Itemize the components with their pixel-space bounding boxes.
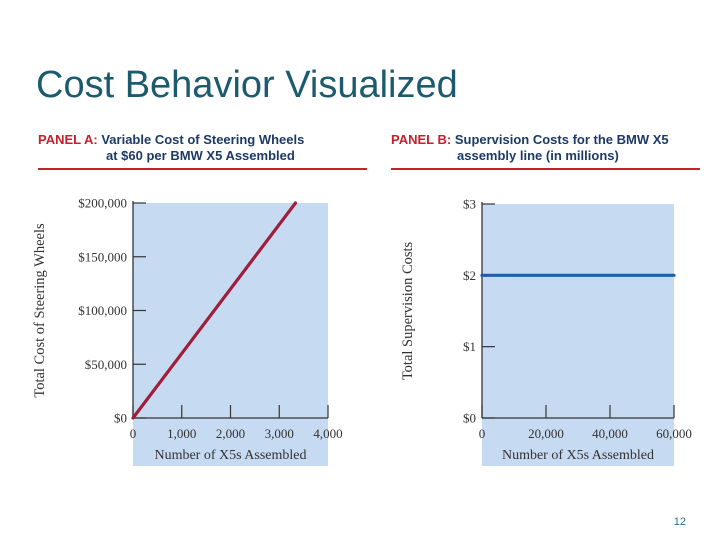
chart-a-y-axis-label: Total Cost of Steering Wheels: [32, 223, 48, 398]
chart-a-x-tick-label: 0: [130, 426, 137, 441]
chart-b-y-tick-label: $3: [463, 197, 476, 212]
chart-a-x-tick-label: 4,000: [313, 426, 342, 441]
chart-a-x-tick-label: 3,000: [265, 426, 294, 441]
chart-b-x-tick-label: 20,000: [528, 426, 564, 441]
panel-a-rule: [38, 168, 367, 170]
panel-b-heading: PANEL B: Supervision Costs for the BMW X…: [391, 132, 669, 164]
panel-b-heading-line2: assembly line (in millions): [457, 148, 619, 163]
chart-a-y-tick-label: $100,000: [78, 303, 127, 318]
chart-b-y-tick-label: $0: [463, 411, 476, 426]
panel-a-heading-line2: at $60 per BMW X5 Assembled: [106, 148, 295, 163]
chart-a-y-tick-label: $200,000: [78, 196, 127, 211]
page-number: 12: [673, 516, 686, 528]
panel-b-heading-line1: Supervision Costs for the BMW X5: [454, 132, 669, 147]
panel-a-heading: PANEL A: Variable Cost of Steering Wheel…: [38, 132, 304, 164]
chart-a-x-axis-label: Number of X5s Assembled: [154, 448, 306, 463]
slide-title: Cost Behavior Visualized: [36, 64, 458, 106]
panel-b-heading-lead: PANEL B:: [391, 132, 452, 147]
chart-a-x-tick-label: 1,000: [167, 426, 196, 441]
chart-a-y-tick-label: $150,000: [78, 249, 127, 264]
chart-a-x-tick-label: 2,000: [216, 426, 245, 441]
panel-a-heading-line1: Variable Cost of Steering Wheels: [101, 132, 305, 147]
chart-b-y-axis-label: Total Supervision Costs: [400, 241, 416, 380]
chart-a-series-0: [131, 201, 298, 420]
chart-b-y-tick-label: $1: [463, 339, 476, 354]
chart-b-y-tick-label: $2: [463, 268, 476, 283]
chart-b-x-tick-label: 0: [479, 426, 486, 441]
chart-a: $0 $50,000 $100,000 $150,000 $200,000 0 1,000 2…: [32, 196, 343, 466]
chart-b-x-tick-label: 40,000: [592, 426, 628, 441]
chart-a-plot-area: [133, 203, 328, 466]
chart-b-plot-area: [482, 204, 674, 466]
chart-a-y-tick-label: $50,000: [85, 357, 127, 372]
panel-a-heading-lead: PANEL A:: [38, 132, 98, 147]
panel-b-rule: [391, 168, 700, 170]
chart-a-y-tick-label: $0: [114, 411, 127, 426]
chart-b-x-tick-label: 60,000: [656, 426, 692, 441]
chart-b-x-axis-label: Number of X5s Assembled: [502, 448, 654, 463]
